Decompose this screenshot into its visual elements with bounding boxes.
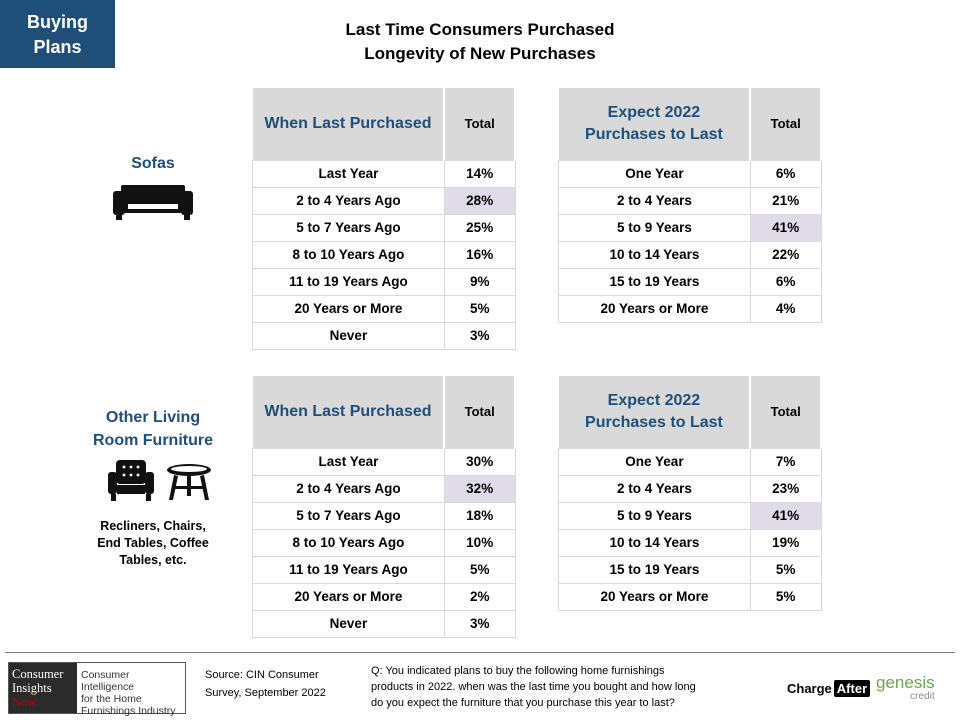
cin-logo: Consumer Insights Now Consumer Intellige…: [8, 662, 186, 717]
table-row: Last Year 14%: [252, 159, 516, 188]
column-header-expect-2022: Expect 2022 Purchases to Last: [558, 376, 752, 448]
column-header-when-last-purchased: When Last Purchased: [252, 88, 446, 160]
badge-line-1: Buying: [27, 12, 88, 32]
table-row: 5 to 7 Years Ago 25%: [252, 213, 516, 242]
highlighted-cell: 28%: [443, 186, 516, 215]
sofas-last-purchased-rows: Last Year 14% 2 to 4 Years Ago 28% 5 to 7 …: [252, 159, 516, 350]
table-row: 15 to 19 Years 6%: [558, 267, 822, 296]
sofas-last-purchased-table: When Last Purchased Total Last Year 14% 2…: [252, 88, 516, 350]
title-line-2: Longevity of New Purchases: [364, 44, 596, 63]
table-row: 11 to 19 Years Ago 5%: [252, 555, 516, 584]
highlighted-cell: 41%: [749, 501, 822, 530]
other-furniture-last-purchased-rows: Last Year 30% 2 to 4 Years Ago 32% 5 to 7 …: [252, 447, 516, 638]
genesis-credit-logo: genesis credit: [876, 673, 935, 702]
category-subtitle: Recliners, Chairs, End Tables, Coffee Ta…: [97, 519, 209, 567]
column-header-when-last-purchased: When Last Purchased: [252, 376, 446, 448]
table-row: 11 to 19 Years Ago 9%: [252, 267, 516, 296]
table-row: 2 to 4 Years 21%: [558, 186, 822, 215]
table-row: Last Year 30%: [252, 447, 516, 476]
badge-line-2: Plans: [33, 37, 82, 57]
other-furniture-expect-rows: One Year 7% 2 to 4 Years 23% 5 to 9 Years 4…: [558, 447, 822, 611]
table-row: One Year 7%: [558, 447, 822, 476]
section-badge: Buying Plans: [0, 0, 115, 68]
column-header-total: Total: [444, 88, 516, 160]
column-header-total: Total: [750, 376, 822, 448]
highlighted-cell: 41%: [749, 213, 822, 242]
table-row: 10 to 14 Years 22%: [558, 240, 822, 269]
armchair-icon: [108, 460, 154, 501]
cin-logo-mark: Consumer Insights Now: [9, 663, 77, 713]
highlighted-cell: 32%: [443, 474, 516, 503]
table-row: 5 to 9 Years 41%: [558, 213, 822, 242]
table-row: 5 to 9 Years 41%: [558, 501, 822, 530]
table-row: 8 to 10 Years Ago 10%: [252, 528, 516, 557]
column-header-total: Total: [750, 88, 822, 160]
table-row: 5 to 7 Years Ago 18%: [252, 501, 516, 530]
page-title: Last Time Consumers Purchased Longevity …: [250, 18, 710, 66]
cin-logo-tagline: Consumer Intelligence for the Home Furni…: [81, 669, 176, 717]
footer-divider: [5, 652, 955, 653]
sofa-icon: [113, 185, 193, 220]
table-row: 2 to 4 Years Ago 28%: [252, 186, 516, 215]
other-furniture-last-purchased-table: When Last Purchased Total Last Year 30% 2…: [252, 376, 516, 638]
table-row: 20 Years or More 5%: [558, 582, 822, 611]
sofas-expect-table: Expect 2022 Purchases to Last Total One …: [558, 88, 822, 323]
table-row: Never 3%: [252, 609, 516, 638]
table-row: 20 Years or More 5%: [252, 294, 516, 323]
table-row: 15 to 19 Years 5%: [558, 555, 822, 584]
column-header-expect-2022: Expect 2022 Purchases to Last: [558, 88, 752, 160]
end-table-icon: [167, 464, 211, 500]
table-row: 10 to 14 Years 19%: [558, 528, 822, 557]
table-row: 8 to 10 Years Ago 16%: [252, 240, 516, 269]
table-row: 2 to 4 Years Ago 32%: [252, 474, 516, 503]
category-sofas: Sofas: [131, 155, 175, 172]
category-other-living-room-furniture: Other Living Room Furniture: [93, 409, 213, 449]
title-line-1: Last Time Consumers Purchased: [345, 20, 615, 39]
source-note: Source: CIN Consumer Survey, September 2…: [205, 669, 326, 699]
table-row: 20 Years or More 4%: [558, 294, 822, 323]
other-furniture-expect-table: Expect 2022 Purchases to Last Total One …: [558, 376, 822, 611]
table-row: 2 to 4 Years 23%: [558, 474, 822, 503]
table-row: Never 3%: [252, 321, 516, 350]
chargeafter-logo: Charge After: [787, 680, 871, 697]
table-row: One Year 6%: [558, 159, 822, 188]
survey-question: Q: You indicated plans to buy the follow…: [371, 665, 696, 709]
table-row: 20 Years or More 2%: [252, 582, 516, 611]
column-header-total: Total: [444, 376, 516, 448]
sofas-expect-rows: One Year 6% 2 to 4 Years 21% 5 to 9 Years 4…: [558, 159, 822, 323]
